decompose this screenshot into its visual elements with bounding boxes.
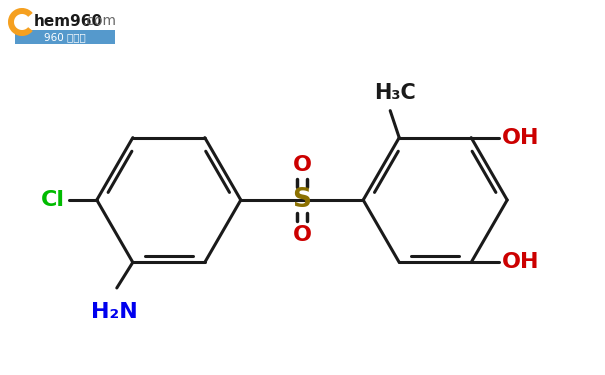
Text: S: S (292, 187, 312, 213)
Text: hem960: hem960 (34, 14, 103, 29)
Text: .com: .com (82, 14, 116, 28)
Text: H₃C: H₃C (374, 82, 416, 103)
Text: OH: OH (502, 252, 540, 272)
Text: Cl: Cl (41, 190, 65, 210)
Wedge shape (8, 8, 33, 36)
FancyBboxPatch shape (15, 30, 115, 44)
Text: OH: OH (502, 128, 540, 148)
Text: H₂N: H₂N (91, 302, 138, 322)
Text: O: O (292, 225, 312, 245)
Text: O: O (292, 155, 312, 175)
Text: 960 化工网: 960 化工网 (44, 32, 86, 42)
